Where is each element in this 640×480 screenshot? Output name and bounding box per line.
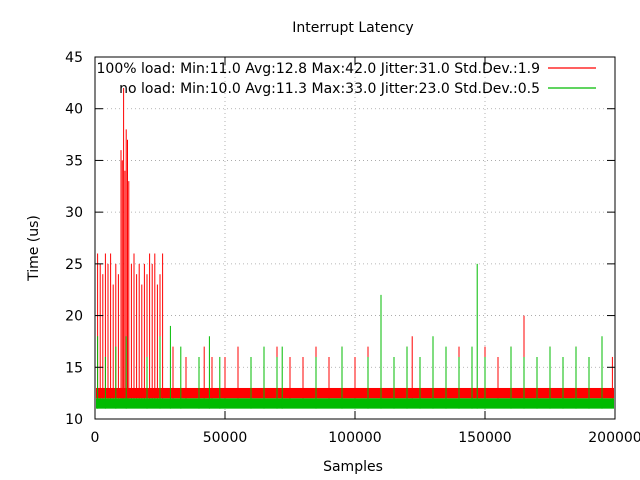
x-axis-label: Samples <box>323 459 383 475</box>
y-tick-label: 20 <box>65 309 83 325</box>
y-tick-label: 25 <box>65 257 83 273</box>
y-axis-label: Time (us) <box>26 215 42 282</box>
x-tick-label: 50000 <box>203 430 248 446</box>
legend-label-1: 100% load: Min:11.0 Avg:12.8 Max:42.0 Ji… <box>97 61 541 77</box>
x-tick-label: 150000 <box>458 430 511 446</box>
legend-label-2: no load: Min:10.0 Avg:11.3 Max:33.0 Jitt… <box>119 81 540 97</box>
y-tick-label: 40 <box>65 102 83 118</box>
series-2-band <box>96 398 614 409</box>
y-tick-label: 45 <box>65 50 83 66</box>
legend: 100% load: Min:11.0 Avg:12.8 Max:42.0 Ji… <box>97 61 596 97</box>
y-tick-label: 15 <box>65 360 83 376</box>
y-tick-label: 10 <box>65 412 83 428</box>
x-tick-label: 0 <box>91 430 100 446</box>
chart-title: Interrupt Latency <box>292 20 413 36</box>
series-2 <box>96 263 614 409</box>
x-tick-label: 200000 <box>588 430 640 446</box>
y-tick-label: 30 <box>65 205 83 221</box>
axis-ticks: 0 50000 100000 150000 200000 10 15 20 25 30 35 40 45 <box>65 50 640 446</box>
y-tick-label: 35 <box>65 153 83 169</box>
x-tick-label: 100000 <box>328 430 381 446</box>
plot-area <box>96 88 614 409</box>
